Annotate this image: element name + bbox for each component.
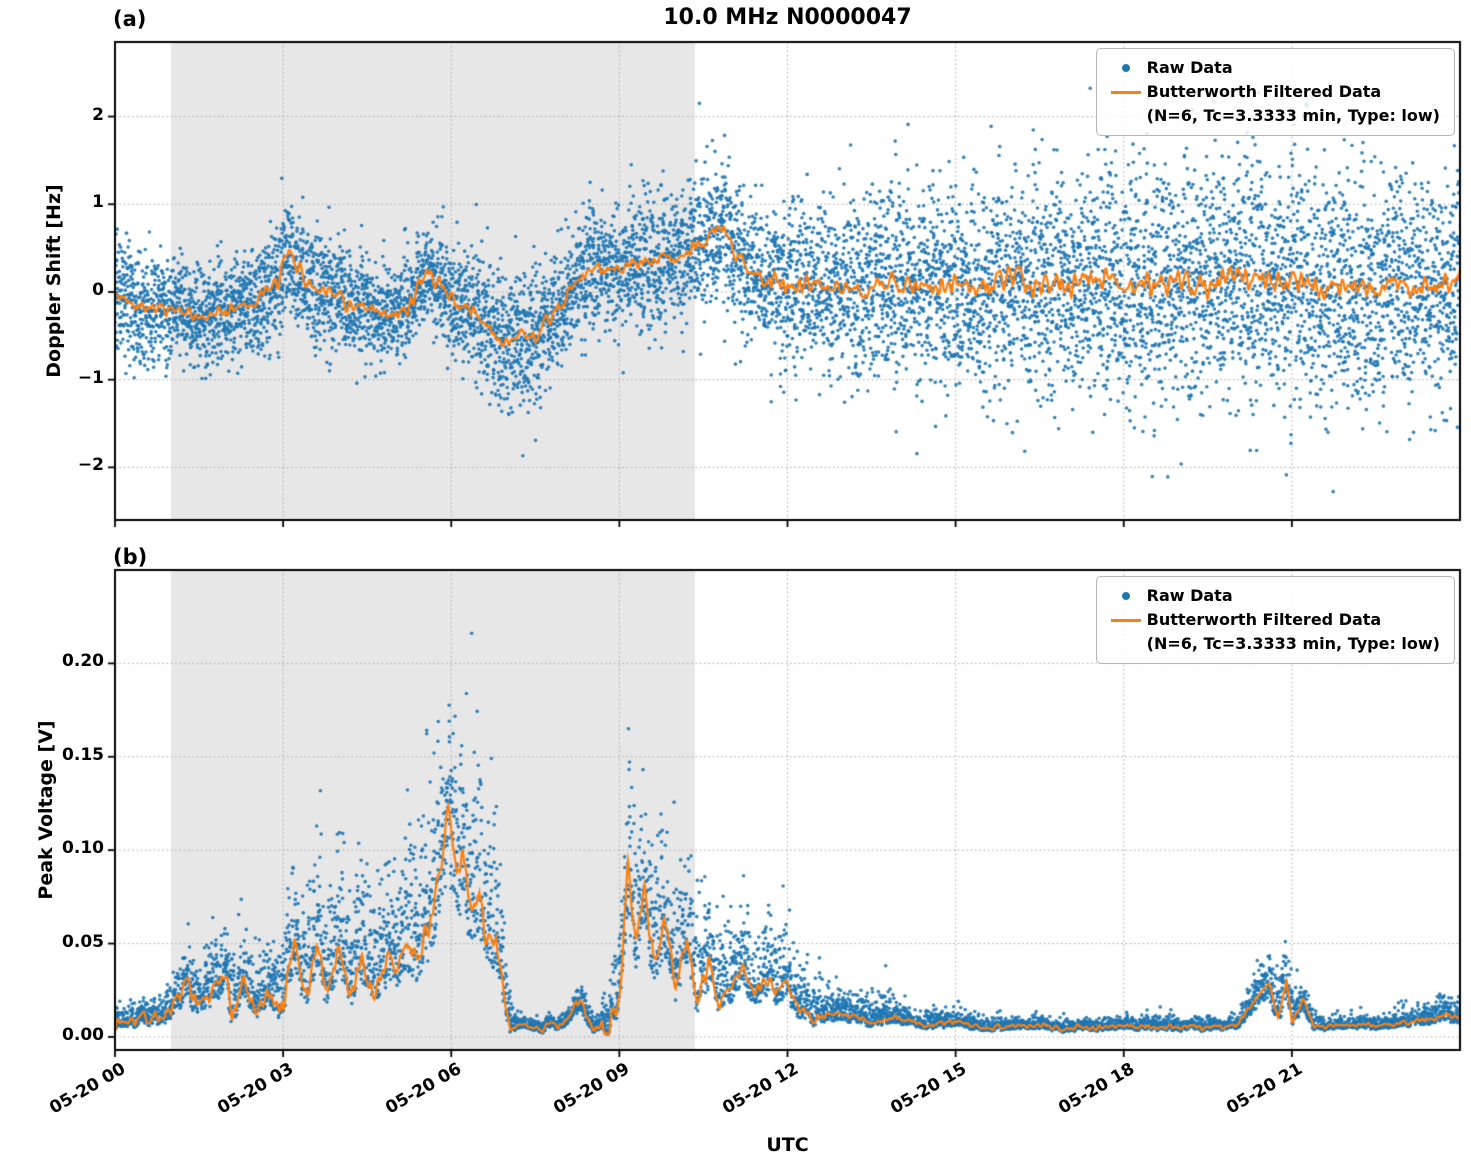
y-tick-label: 2 (92, 104, 104, 125)
legend-panel-b: Raw Data Butterworth Filtered Data (N=6,… (1095, 576, 1455, 664)
panel-a-label: (a) (113, 7, 147, 31)
legend-filtered-label: Butterworth Filtered Data (1146, 82, 1382, 101)
legend-raw-label: Raw Data (1146, 586, 1233, 605)
legend-panel-a: Raw Data Butterworth Filtered Data (N=6,… (1095, 48, 1455, 136)
legend-item-raw: Raw Data (1105, 56, 1440, 80)
legend-raw-label: Raw Data (1146, 58, 1233, 77)
y-tick-label: 0.10 (62, 838, 104, 859)
legend-item-filtered: Butterworth Filtered Data (1105, 80, 1440, 104)
chart-title: 10.0 MHz N0000047 (663, 5, 912, 30)
legend-filtered-params: (N=6, Tc=3.3333 min, Type: low) (1146, 106, 1440, 125)
y-tick-label: 1 (92, 192, 104, 213)
legend-item-raw: Raw Data (1105, 584, 1440, 608)
filtered-line-marker-icon (1110, 90, 1141, 94)
y-tick-label: 0.00 (62, 1024, 104, 1045)
x-axis-label: UTC (766, 1134, 809, 1156)
panel-b-label: (b) (113, 545, 148, 569)
y-tick-label: −1 (77, 367, 104, 388)
legend-item-filtered-params: (N=6, Tc=3.3333 min, Type: low) (1105, 104, 1440, 128)
filtered-line-marker-icon (1110, 618, 1141, 622)
y-tick-label: 0.15 (62, 744, 104, 765)
y-tick-label: 0 (92, 279, 104, 300)
y-tick-label: −2 (77, 455, 104, 476)
legend-filtered-label: Butterworth Filtered Data (1146, 610, 1382, 629)
legend-item-filtered-params: (N=6, Tc=3.3333 min, Type: low) (1105, 632, 1440, 656)
raw-data-marker-icon (1121, 64, 1130, 72)
y-tick-label: 0.20 (62, 651, 104, 672)
legend-filtered-params: (N=6, Tc=3.3333 min, Type: low) (1146, 634, 1440, 653)
y-tick-label: 0.05 (62, 931, 104, 952)
raw-data-marker-icon (1121, 592, 1130, 600)
legend-item-filtered: Butterworth Filtered Data (1105, 608, 1440, 632)
